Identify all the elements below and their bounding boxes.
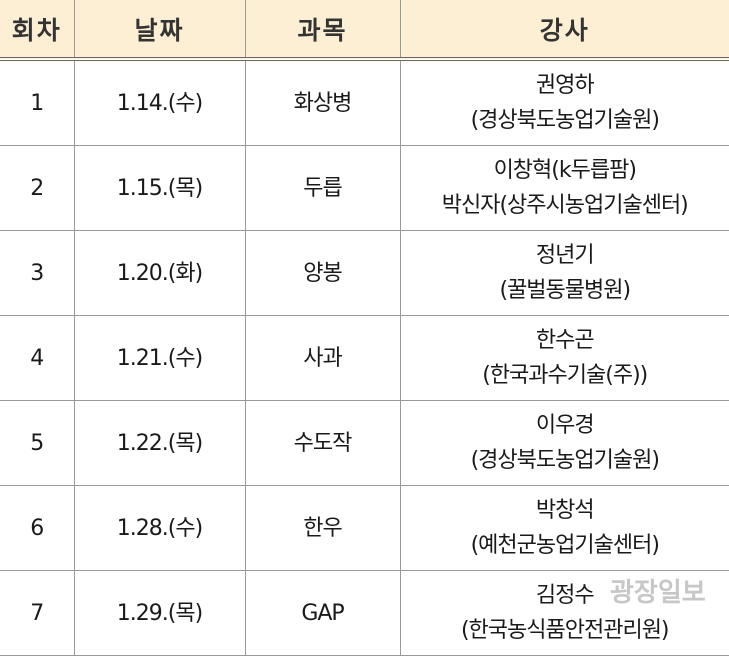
round-cell: 6 bbox=[0, 485, 75, 571]
instructor-name: 김정수 bbox=[535, 583, 595, 608]
round-cell: 7 bbox=[0, 570, 75, 656]
round-cell: 1 bbox=[0, 59, 75, 146]
subject-cell: 두릅 bbox=[245, 145, 401, 231]
header-round: 회차 bbox=[0, 0, 75, 61]
subject-cell: 양봉 bbox=[245, 230, 401, 316]
instructor-name: 이우경 bbox=[535, 413, 595, 438]
instructor-name: 박창석 bbox=[535, 498, 595, 523]
round-cell: 5 bbox=[0, 400, 75, 486]
instructor-name: 정년기 bbox=[535, 243, 595, 268]
date-cell: 1.21.(수) bbox=[74, 315, 246, 401]
instructor-cell: 권영하 (경상북도농업기술원) bbox=[400, 59, 729, 146]
header-instructor: 강사 bbox=[400, 0, 729, 61]
instructor-org: 박신자(상주시농업기술센터) bbox=[441, 193, 689, 218]
date-cell: 1.20.(화) bbox=[74, 230, 246, 316]
subject-cell: 화상병 bbox=[245, 59, 401, 146]
instructor-org: (꿀벌동물병원) bbox=[499, 278, 631, 303]
subject-cell: 한우 bbox=[245, 485, 401, 571]
instructor-org: (경상북도농업기술원) bbox=[470, 448, 660, 473]
date-cell: 1.15.(목) bbox=[74, 145, 246, 231]
instructor-name: 권영하 bbox=[535, 73, 595, 98]
header-row: 회차 날짜 과목 강사 bbox=[0, 0, 729, 61]
round-cell: 3 bbox=[0, 230, 75, 316]
date-cell: 1.14.(수) bbox=[74, 59, 246, 146]
header-date: 날짜 bbox=[74, 0, 246, 61]
table-row: 5 1.22.(목) 수도작 이우경 (경상북도농업기술원) bbox=[0, 400, 729, 486]
header-subject: 과목 bbox=[245, 0, 401, 61]
instructor-cell: 이우경 (경상북도농업기술원) bbox=[400, 400, 729, 486]
instructor-cell: 김정수 (한국농식품안전관리원) bbox=[400, 570, 729, 656]
instructor-org: (예천군농업기술센터) bbox=[470, 533, 660, 558]
subject-cell: 사과 bbox=[245, 315, 401, 401]
date-cell: 1.28.(수) bbox=[74, 485, 246, 571]
instructor-org: (경상북도농업기술원) bbox=[470, 108, 660, 133]
instructor-cell: 박창석 (예천군농업기술센터) bbox=[400, 485, 729, 571]
table-row: 4 1.21.(수) 사과 한수곤 (한국과수기술(주)) bbox=[0, 315, 729, 401]
table-row: 6 1.28.(수) 한우 박창석 (예천군농업기술센터) bbox=[0, 485, 729, 571]
instructor-org: (한국과수기술(주)) bbox=[482, 363, 648, 388]
subject-cell: GAP bbox=[245, 570, 401, 656]
table-row: 2 1.15.(목) 두릅 이창혁(k두릅팜) 박신자(상주시농업기술센터) bbox=[0, 145, 729, 231]
round-cell: 4 bbox=[0, 315, 75, 401]
watermark-logo: 광장일보 bbox=[610, 578, 706, 608]
instructor-org: (한국농식품안전관리원) bbox=[460, 618, 670, 643]
table-row: 3 1.20.(화) 양봉 정년기 (꿀벌동물병원) bbox=[0, 230, 729, 316]
instructor-name: 이창혁(k두릅팜) bbox=[493, 158, 637, 183]
instructor-cell: 정년기 (꿀벌동물병원) bbox=[400, 230, 729, 316]
instructor-cell: 한수곤 (한국과수기술(주)) bbox=[400, 315, 729, 401]
round-cell: 2 bbox=[0, 145, 75, 231]
subject-cell: 수도작 bbox=[245, 400, 401, 486]
date-cell: 1.29.(목) bbox=[74, 570, 246, 656]
instructor-cell: 이창혁(k두릅팜) 박신자(상주시농업기술센터) bbox=[400, 145, 729, 231]
table-row: 1 1.14.(수) 화상병 권영하 (경상북도농업기술원) bbox=[0, 59, 729, 146]
instructor-name: 한수곤 bbox=[535, 328, 595, 353]
date-cell: 1.22.(목) bbox=[74, 400, 246, 486]
